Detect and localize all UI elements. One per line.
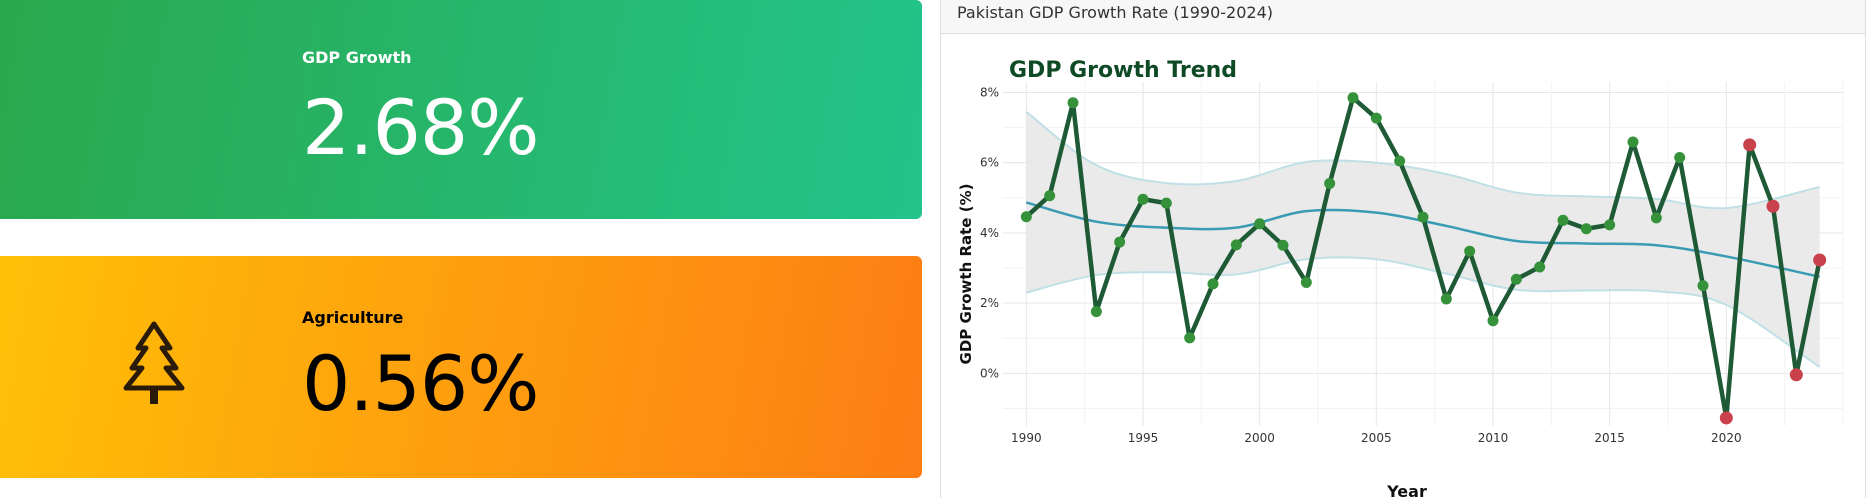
data-point [1067,97,1079,109]
x-tick-label: 2005 [1361,431,1392,445]
series-points [1020,92,1827,425]
data-point [1766,199,1780,213]
data-point [1743,138,1757,152]
data-point [1417,211,1429,223]
data-point [1697,280,1709,292]
gdp-growth-value: 2.68% [302,83,539,172]
data-point [1160,197,1172,209]
data-point [1604,219,1616,231]
x-axis-label: Year [1386,482,1427,498]
data-point [1674,151,1686,163]
trend-line-path [1026,201,1820,279]
data-point [1510,273,1522,285]
y-tick-label: 6% [980,156,999,170]
x-tick-label: 2010 [1478,431,1509,445]
data-point [1580,223,1592,235]
data-point [1324,177,1336,189]
axes: 0% 2% 4% 6% 8% 1990 1995 2000 2005 2010 2015 2020 [980,86,1742,445]
data-point [1184,332,1196,344]
y-tick-label: 4% [980,226,999,240]
y-tick-label: 0% [980,366,999,380]
data-point [1020,211,1032,223]
tree-icon [123,321,185,404]
y-tick-label: 8% [980,86,999,100]
chart-panel: Pakistan GDP Growth Rate (1990-2024) 0% 2… [940,0,1866,498]
data-point [1090,306,1102,318]
gdp-growth-label: GDP Growth [302,48,412,67]
data-point [1557,214,1569,226]
data-point [1254,218,1266,230]
data-point [1230,239,1242,251]
confidence-band-lower [1026,256,1821,368]
x-tick-label: 1990 [1011,431,1042,445]
confidence-band [1025,111,1821,368]
panel-title: Pakistan GDP Growth Rate (1990-2024) [941,0,1865,34]
data-point [1464,245,1476,257]
data-point [1650,212,1662,224]
data-point [1789,368,1803,382]
gdp-growth-chart: 0% 2% 4% 6% 8% 1990 1995 2000 2005 2010 2015 2020 G… [957,58,1844,498]
gdp-growth-card: GDP Growth 2.68% [0,0,922,219]
data-point [1114,236,1126,248]
confidence-band-area [1026,111,1820,368]
data-point [1207,278,1219,290]
data-point [1534,261,1546,273]
x-tick-label: 2000 [1244,431,1275,445]
data-point [1277,239,1289,251]
x-tick-label: 2020 [1711,431,1742,445]
data-point [1440,293,1452,305]
trend-line [1026,201,1820,279]
data-point [1627,136,1639,148]
data-point [1719,411,1733,425]
data-point [1044,190,1056,202]
agriculture-label: Agriculture [302,308,404,327]
data-point [1394,155,1406,167]
data-point [1370,112,1382,124]
y-axis-label: GDP Growth Rate (%) [957,184,975,365]
data-point [1300,276,1312,288]
agriculture-card: Agriculture 0.56% [0,256,922,478]
agriculture-value: 0.56% [302,339,539,428]
data-point [1813,253,1827,267]
x-tick-label: 2015 [1594,431,1625,445]
data-point [1347,92,1359,104]
y-tick-label: 2% [980,296,999,310]
confidence-band-upper [1025,111,1820,210]
x-tick-label: 1995 [1128,431,1159,445]
data-point [1487,315,1499,327]
chart-title: GDP Growth Trend [1009,58,1237,83]
data-point [1137,193,1149,205]
